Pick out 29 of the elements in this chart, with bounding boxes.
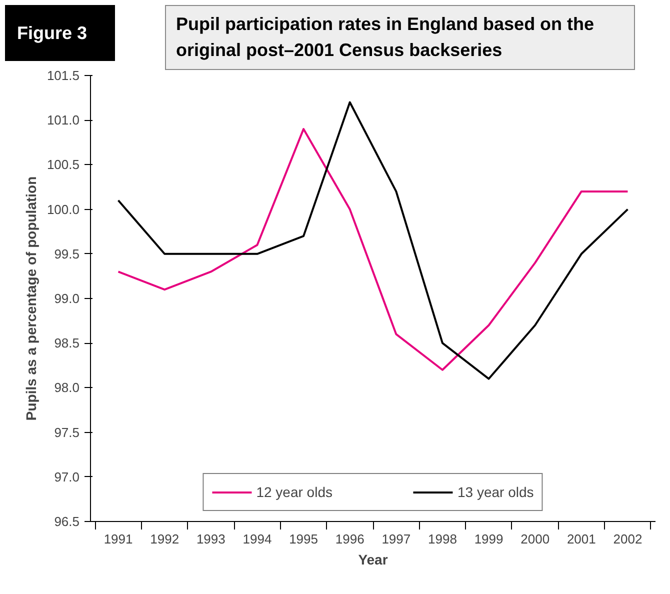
y-tick-label: 100.5 [46,157,80,172]
x-tick-label: 1995 [289,532,318,546]
x-tick-label: 2000 [520,532,550,546]
chart-title: Pupil participation rates in England based on the original post–2001 Census backseries [165,5,635,70]
x-tick-label: 1993 [196,532,226,546]
y-tick-label: 99.0 [54,291,80,306]
x-axis-title: Year [358,552,388,568]
y-tick-label: 96.5 [54,514,80,529]
x-tick-label: 2001 [566,532,596,546]
legend-label: 13 year olds [458,484,534,500]
legend-label: 12 year olds [256,484,332,500]
y-tick-label: 99.5 [54,246,80,262]
x-tick-label: 1996 [335,532,364,546]
y-tick-label: 101.0 [46,112,80,128]
x-tick-label: 1994 [242,532,272,546]
x-tick-label: 1999 [474,532,504,546]
y-tick-label: 98.0 [54,380,80,396]
x-tick-label: 1997 [382,532,411,546]
y-tick-label: 101.5 [46,68,80,83]
y-tick-label: 97.5 [54,424,80,440]
y-tick-label: 97.0 [54,469,80,484]
x-tick-label: 2002 [613,532,642,546]
y-tick-label: 98.5 [54,336,80,351]
x-tick-label: 1998 [428,532,457,546]
y-tick-label: 100.0 [46,202,80,217]
caption: Figure 3 [5,5,115,61]
y-axis-title: Pupils as a percentage of population [22,176,39,421]
x-tick-label: 1991 [104,532,133,546]
x-tick-label: 1992 [150,532,180,546]
